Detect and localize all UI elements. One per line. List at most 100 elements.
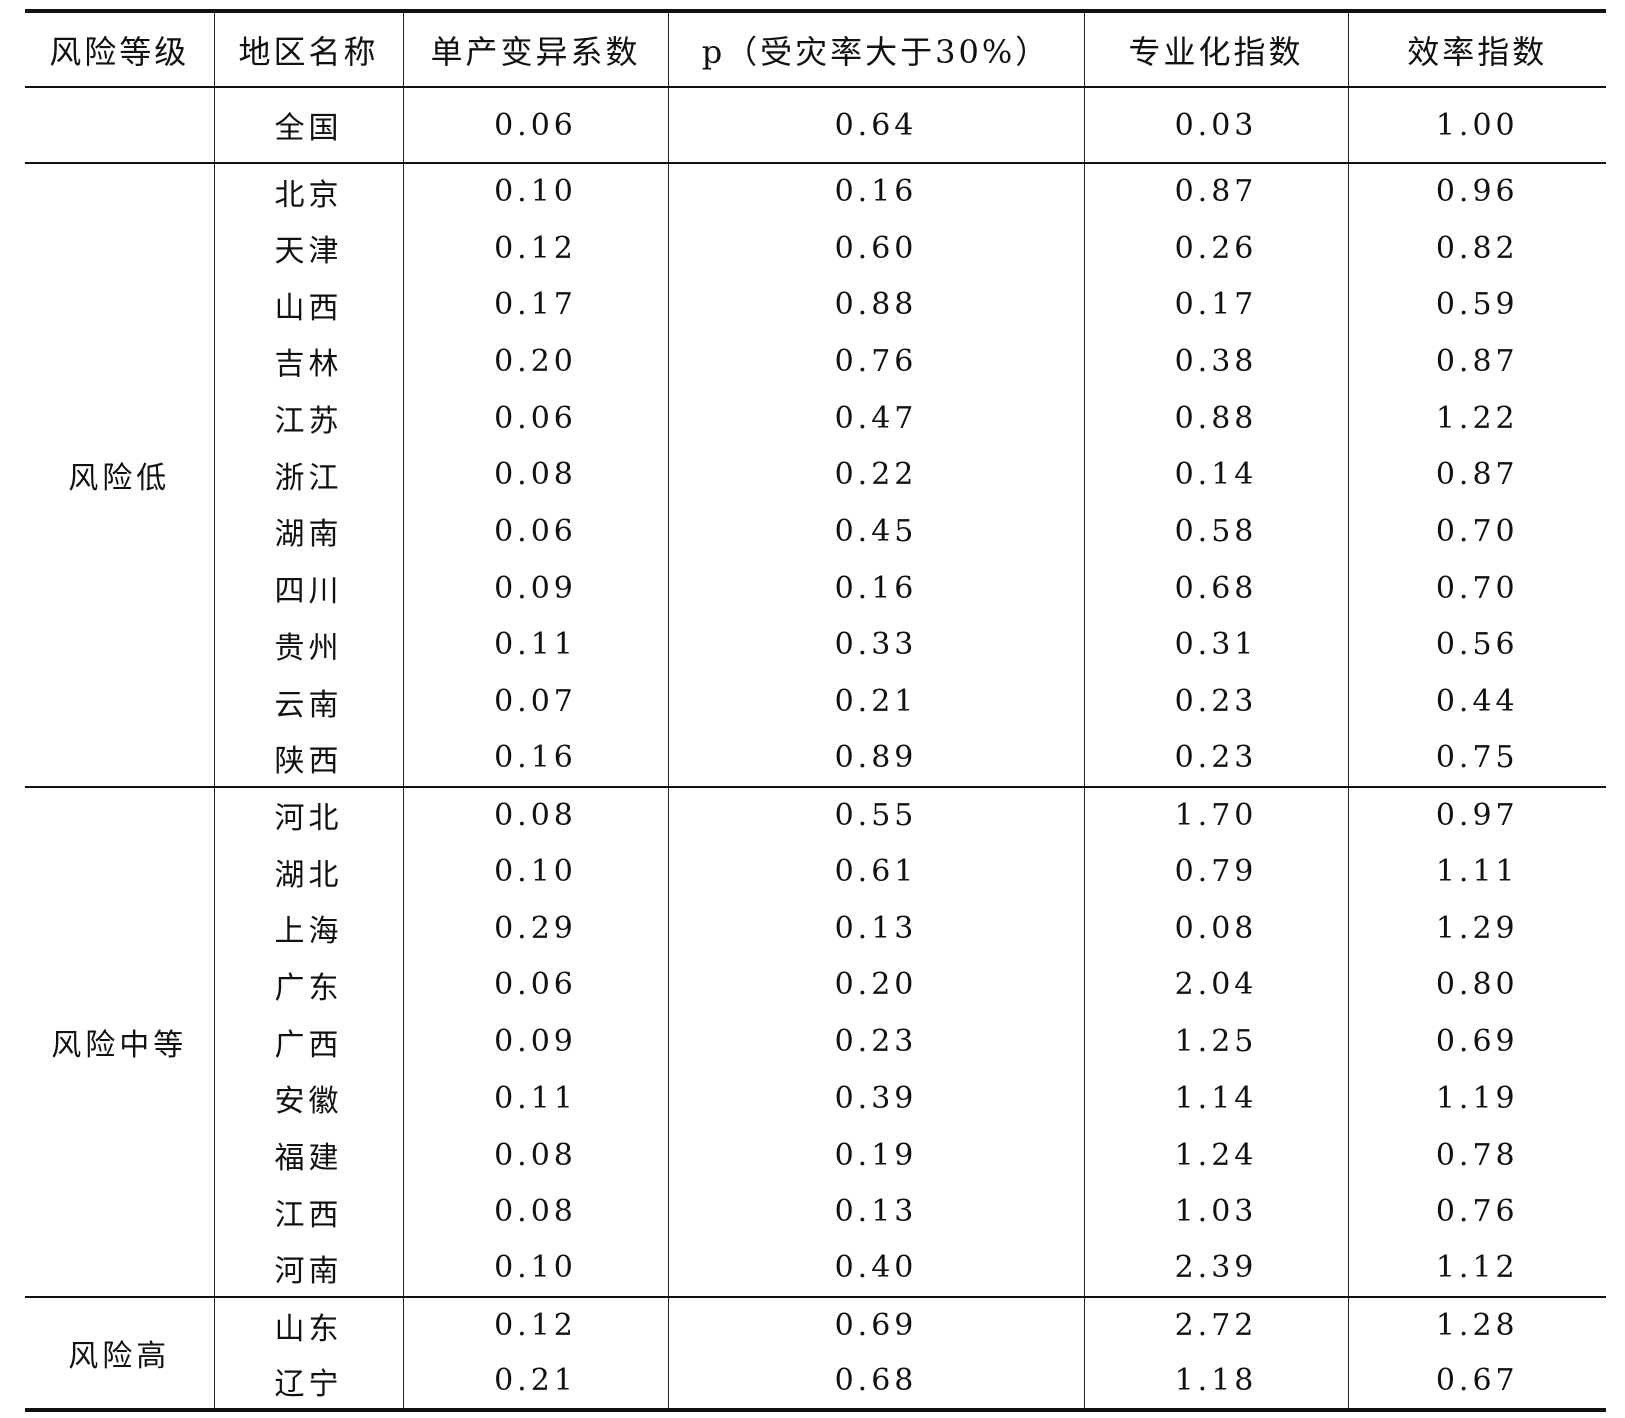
table-row: 上海 0.29 0.13 0.08 1.29: [25, 899, 1606, 957]
cell-eff: 0.56: [1347, 616, 1606, 674]
cell-eff: 0.96: [1347, 163, 1606, 220]
cell-eff: 0.69: [1347, 1013, 1606, 1070]
cell-region: 山东: [213, 1296, 403, 1354]
cell-eff: 1.12: [1347, 1240, 1606, 1298]
cell-spec: 2.72: [1083, 1296, 1348, 1354]
cell-region: 广东: [213, 956, 403, 1014]
cell-cv: 0.17: [402, 276, 668, 334]
cell-p: 0.13: [667, 1183, 1084, 1241]
cell-eff: 0.44: [1347, 673, 1606, 730]
header-region: 地区名称: [213, 9, 403, 88]
cell-spec: 0.23: [1083, 729, 1348, 788]
cell-eff: 0.78: [1347, 1126, 1606, 1184]
cell-spec: 0.38: [1083, 333, 1348, 390]
cell-cv: 0.29: [402, 899, 668, 957]
cell-p: 0.23: [667, 1013, 1084, 1070]
cell-region: 辽宁: [213, 1353, 403, 1413]
cell-eff: 0.70: [1347, 503, 1606, 560]
table-row: 风险低 北京 0.10 0.16 0.87 0.96: [25, 163, 1606, 788]
table-row: 江苏 0.06 0.47 0.88 1.22: [25, 389, 1606, 447]
cell-cv: 0.06: [402, 503, 668, 560]
cell-p: 0.39: [667, 1070, 1084, 1127]
table-row: 贵州 0.11 0.33 0.31 0.56: [25, 616, 1606, 674]
cell-eff: 0.87: [1347, 333, 1606, 390]
risk-table: 风险等级 地区名称 单产变异系数 p（受灾率大于30%） 专业化指数 效率指数 …: [25, 9, 1606, 1413]
cell-cv: 0.10: [402, 1240, 668, 1298]
table-row: 吉林 0.20 0.76 0.38 0.87: [25, 333, 1606, 390]
cell-eff: 1.29: [1347, 899, 1606, 957]
cell-eff: 1.22: [1347, 389, 1606, 447]
cell-p: 0.60: [667, 219, 1084, 277]
table-row: 陕西 0.16 0.89 0.23 0.75: [25, 729, 1606, 788]
cell-region: 河南: [213, 1240, 403, 1298]
cell-region: 北京: [213, 163, 403, 220]
cell-p: 0.13: [667, 899, 1084, 957]
cell-risk-level: 风险中等: [25, 786, 214, 1298]
header-risk-level: 风险等级: [25, 9, 214, 88]
cell-cv: 0.12: [402, 1296, 668, 1354]
cell-eff: 0.82: [1347, 219, 1606, 277]
cell-cv: 0.07: [402, 673, 668, 730]
cell-eff: 0.80: [1347, 956, 1606, 1014]
cell-region: 江西: [213, 1183, 403, 1241]
cell-cv: 0.06: [402, 956, 668, 1014]
table-row: 浙江 0.08 0.22 0.14 0.87: [25, 446, 1606, 504]
cell-region: 安徽: [213, 1070, 403, 1127]
cell-p: 0.16: [667, 559, 1084, 617]
table-row: 云南 0.07 0.21 0.23 0.44: [25, 673, 1606, 730]
cell-region: 陕西: [213, 729, 403, 788]
header-specialization: 专业化指数: [1083, 9, 1348, 88]
cell-region: 四川: [213, 559, 403, 617]
cell-cv: 0.06: [402, 87, 668, 164]
table-row: 广东 0.06 0.20 2.04 0.80: [25, 956, 1606, 1014]
cell-spec: 1.03: [1083, 1183, 1348, 1241]
cell-region: 贵州: [213, 616, 403, 674]
cell-eff: 1.19: [1347, 1070, 1606, 1127]
cell-spec: 1.70: [1083, 786, 1348, 844]
cell-eff: 1.00: [1347, 87, 1606, 164]
cell-p: 0.21: [667, 673, 1084, 730]
cell-cv: 0.06: [402, 389, 668, 447]
cell-cv: 0.20: [402, 333, 668, 390]
cell-p: 0.45: [667, 503, 1084, 560]
cell-cv: 0.09: [402, 1013, 668, 1070]
table-row: 广西 0.09 0.23 1.25 0.69: [25, 1013, 1606, 1070]
cell-eff: 0.97: [1347, 786, 1606, 844]
header-row: 风险等级 地区名称 单产变异系数 p（受灾率大于30%） 专业化指数 效率指数: [25, 9, 1606, 88]
cell-region: 山西: [213, 276, 403, 334]
cell-risk-level: 风险低: [25, 163, 214, 788]
cell-spec: 0.79: [1083, 843, 1348, 900]
cell-spec: 0.31: [1083, 616, 1348, 674]
table-row: 天津 0.12 0.60 0.26 0.82: [25, 219, 1606, 277]
table-row: 湖南 0.06 0.45 0.58 0.70: [25, 503, 1606, 560]
cell-spec: 0.17: [1083, 276, 1348, 334]
cell-region: 福建: [213, 1126, 403, 1184]
cell-spec: 0.14: [1083, 446, 1348, 504]
cell-region: 上海: [213, 899, 403, 957]
cell-spec: 0.58: [1083, 503, 1348, 560]
cell-cv: 0.08: [402, 1183, 668, 1241]
cell-risk-level: 风险高: [25, 1296, 214, 1413]
cell-p: 0.61: [667, 843, 1084, 900]
cell-eff: 1.11: [1347, 843, 1606, 900]
header-yield-cv: 单产变异系数: [402, 9, 668, 88]
table-row: 辽宁 0.21 0.68 1.18 0.67: [25, 1353, 1606, 1413]
cell-spec: 0.26: [1083, 219, 1348, 277]
cell-spec: 0.08: [1083, 899, 1348, 957]
cell-cv: 0.08: [402, 786, 668, 844]
cell-p: 0.16: [667, 163, 1084, 220]
cell-p: 0.69: [667, 1296, 1084, 1354]
table-row: 风险高 山东 0.12 0.69 2.72 1.28: [25, 1296, 1606, 1413]
table-row: 湖北 0.10 0.61 0.79 1.11: [25, 843, 1606, 900]
cell-eff: 0.70: [1347, 559, 1606, 617]
table-row: 江西 0.08 0.13 1.03 0.76: [25, 1183, 1606, 1241]
cell-spec: 0.68: [1083, 559, 1348, 617]
cell-cv: 0.21: [402, 1353, 668, 1413]
cell-spec: 1.14: [1083, 1070, 1348, 1127]
cell-cv: 0.16: [402, 729, 668, 788]
cell-p: 0.76: [667, 333, 1084, 390]
cell-spec: 0.88: [1083, 389, 1348, 447]
cell-region: 河北: [213, 786, 403, 844]
cell-region: 江苏: [213, 389, 403, 447]
cell-p: 0.64: [667, 87, 1084, 164]
